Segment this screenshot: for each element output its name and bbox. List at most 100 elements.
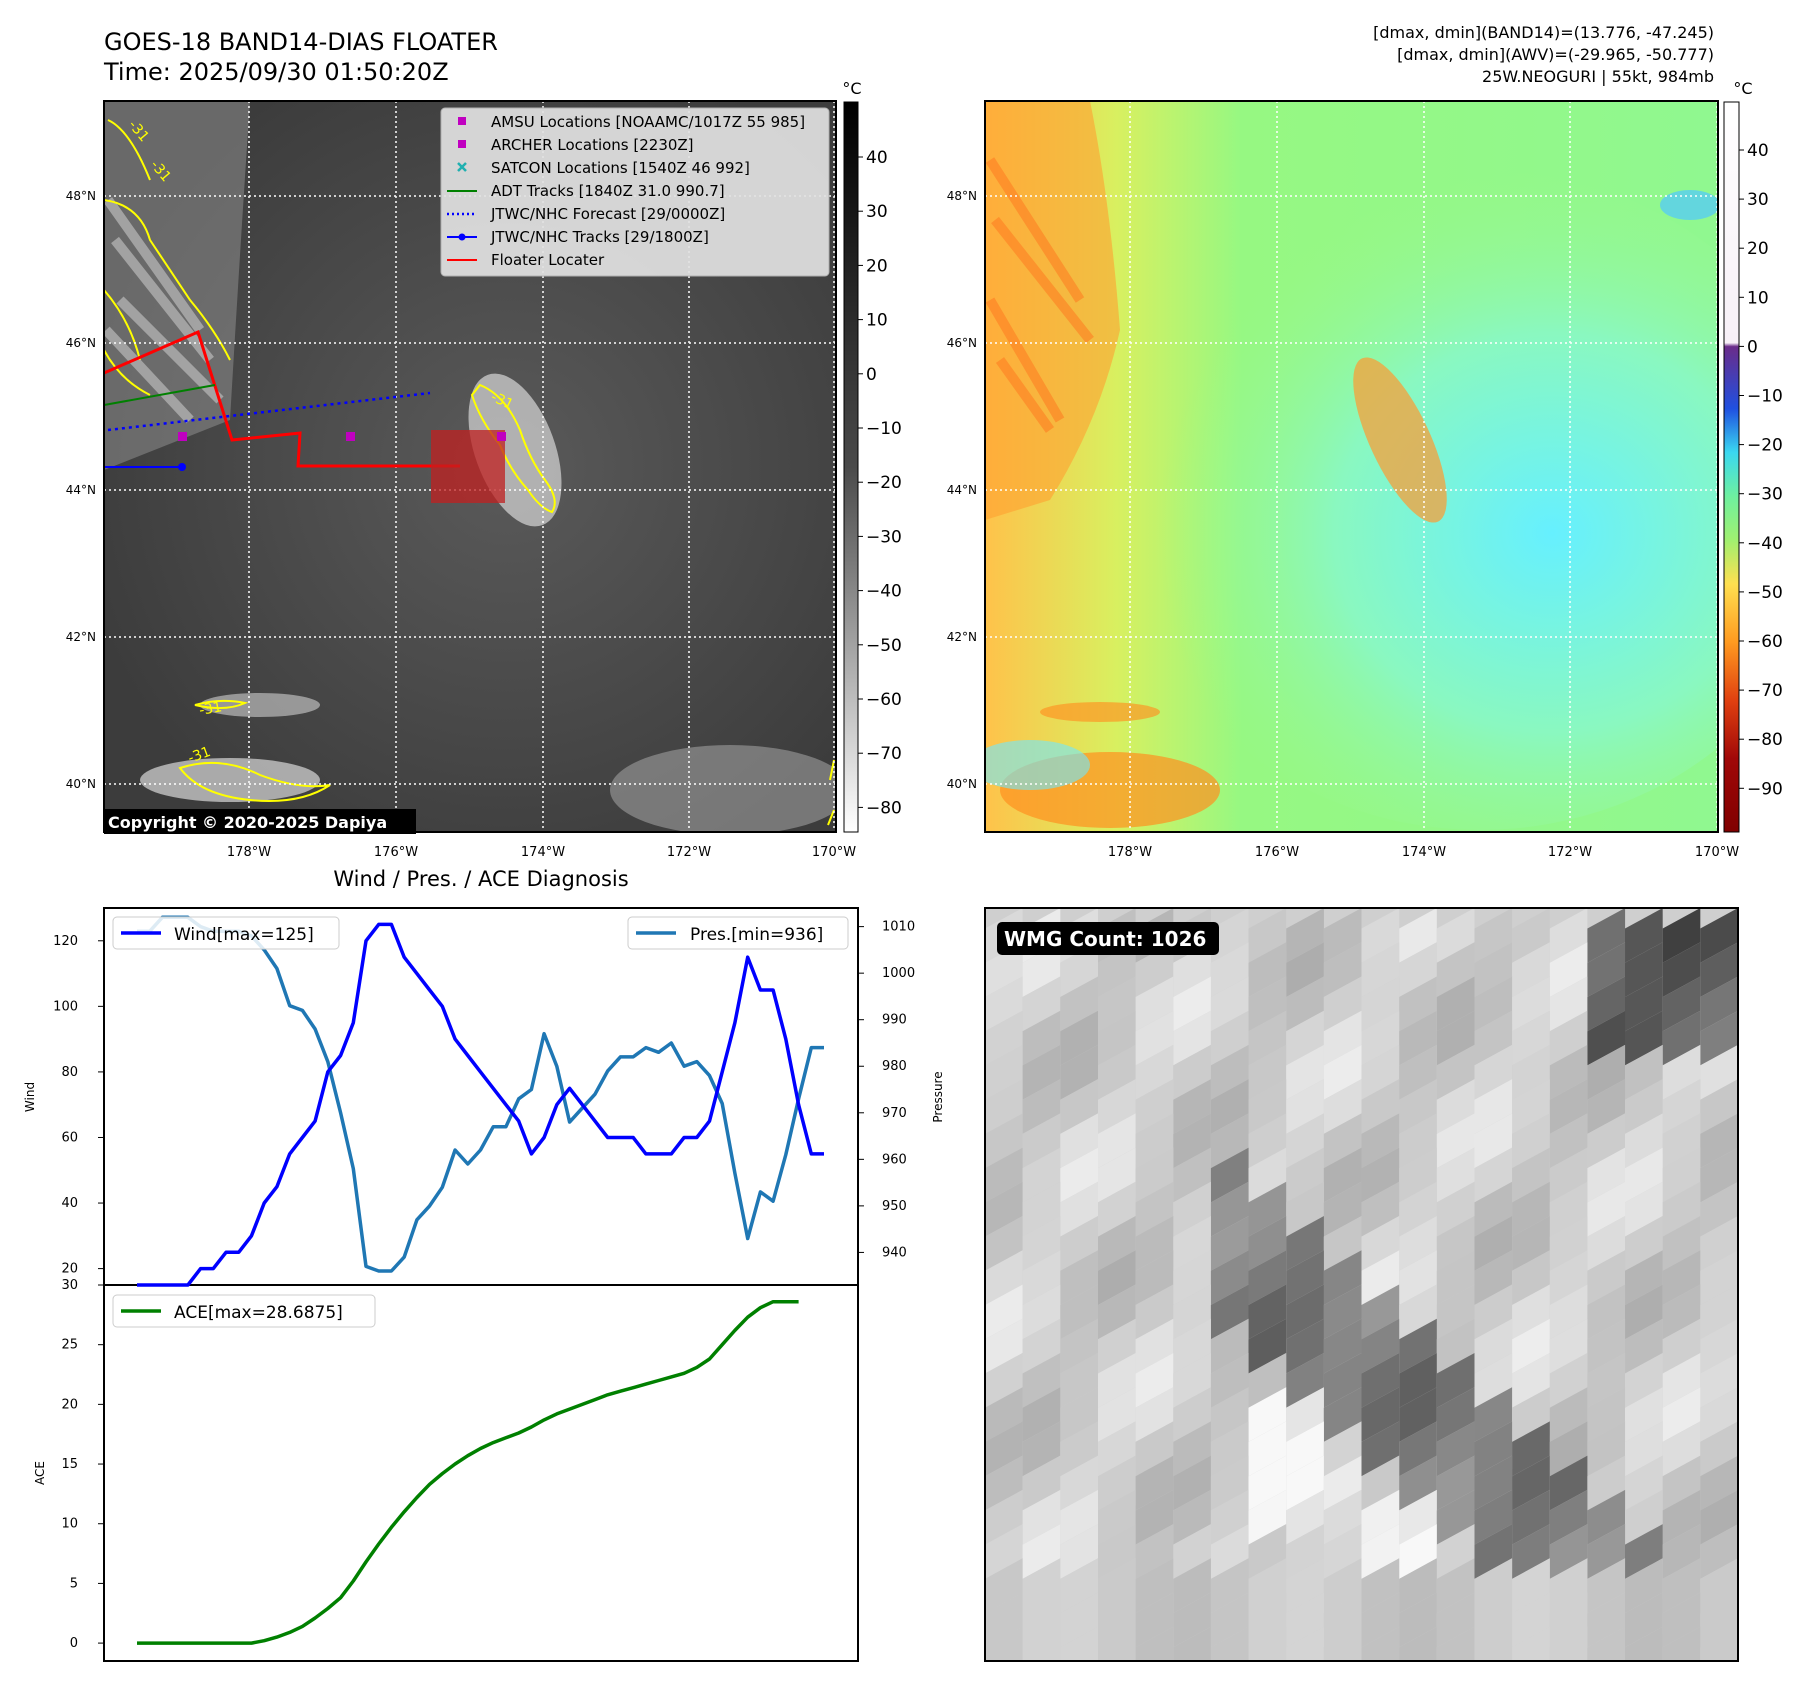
pressure-ylabel: Pressure: [931, 1071, 945, 1122]
wmg-cell: [1135, 1421, 1174, 1477]
wmg-cell: [1210, 1181, 1249, 1237]
wmg-cell: [1549, 908, 1588, 963]
wmg-cell: [1060, 1421, 1098, 1477]
ir-colorbar-tick-label: −80: [866, 798, 902, 818]
wmg-cell: [1060, 1626, 1098, 1661]
wmg-cell: [1210, 1216, 1249, 1271]
wmg-count-text: WMG Count: 1026: [1004, 927, 1206, 951]
wmg-cell: [1022, 1181, 1061, 1237]
wmg-cell: [1399, 1250, 1437, 1305]
wmg-cell: [1135, 1216, 1174, 1271]
wmg-cell: [1474, 1592, 1513, 1648]
wind-tick-label: 60: [61, 1130, 78, 1145]
wv-colorbar-tick-label: −60: [1747, 632, 1783, 652]
wmg-cell: [1512, 1592, 1550, 1648]
copyright-text: Copyright © 2020-2025 Dapiya: [108, 813, 387, 832]
wmg-cell: [1248, 1626, 1287, 1661]
wmg-cell: [1361, 1592, 1400, 1648]
wmg-cell: [1098, 1421, 1136, 1477]
wmg-cell: [1361, 1284, 1400, 1340]
wmg-cell: [1098, 1489, 1136, 1545]
wmg-cell: [1512, 1558, 1550, 1614]
wmg-cell: [1587, 942, 1626, 997]
wmg-cell: [1512, 1147, 1550, 1203]
wmg-cell: [1173, 1113, 1211, 1169]
wmg-cell: [1210, 1524, 1249, 1579]
wmg-cell: [1587, 1216, 1626, 1271]
wmg-cell: [1587, 1626, 1626, 1661]
wmg-cell: [1700, 1592, 1738, 1648]
lon-label: 172°W: [1548, 845, 1592, 860]
wmg-cell: [1436, 1558, 1475, 1614]
wmg-cell: [1210, 1284, 1249, 1340]
wmg-cell: [1587, 976, 1626, 1032]
wmg-cell: [1474, 1079, 1513, 1134]
wmg-cell: [1436, 1318, 1475, 1374]
wmg-cell: [985, 942, 1023, 997]
lat-label: 48°N: [66, 189, 96, 203]
copyright-background: [104, 809, 416, 834]
wmg-cell: [1060, 1455, 1098, 1511]
wmg-cell: [1361, 1421, 1400, 1477]
wmg-cell: [1436, 1181, 1475, 1237]
wmg-cell: [1210, 1353, 1249, 1408]
info-awv: [dmax, dmin](AWV)=(-29.965, -50.777): [1397, 45, 1714, 64]
wmg-cell: [1662, 942, 1701, 997]
wmg-cell: [1323, 1010, 1362, 1066]
wmg-cell: [1399, 1079, 1437, 1134]
wmg-cell: [1399, 1421, 1437, 1477]
wmg-cell: [1549, 1181, 1588, 1237]
wmg-cell: [1436, 1353, 1475, 1408]
wmg-cell: [1662, 1147, 1701, 1203]
wmg-cell: [1662, 1353, 1701, 1408]
wmg-cell: [1323, 976, 1362, 1032]
ir-colorbar-tick-label: −70: [866, 744, 902, 764]
wmg-cell: [1549, 1010, 1588, 1066]
wmg-cell: [1022, 1421, 1061, 1477]
wind-y-axis: 20 40 60 80 100 120: [53, 934, 104, 1277]
wmg-cell: [985, 1318, 1023, 1374]
wmg-cell: [1022, 1147, 1061, 1203]
ir-colorbar-tick-label: −40: [866, 582, 902, 602]
wmg-cell: [1474, 1626, 1513, 1661]
lon-label: 176°W: [1255, 845, 1299, 860]
wv-colorbar: °C 40 30 20 10 0 −10 −20 −30 −40 −50 −60 −70 −80 −90: [1723, 79, 1783, 833]
wmg-cell: [1135, 1524, 1174, 1579]
wmg-cell: [1399, 1524, 1437, 1579]
wmg-cell: [1700, 1421, 1738, 1477]
wmg-cell: [1587, 1044, 1626, 1100]
wmg-cell: [1587, 1592, 1626, 1648]
wmg-cell: [1361, 1216, 1400, 1271]
wmg-cell: [1662, 1318, 1701, 1374]
info-storm: 25W.NEOGURI | 55kt, 984mb: [1482, 67, 1714, 86]
wind-tick-label: 80: [61, 1065, 78, 1080]
wmg-cell: [1361, 1181, 1400, 1237]
wmg-cell: [1286, 1010, 1324, 1066]
wmg-cell: [1662, 1284, 1701, 1340]
wmg-cell: [1399, 1010, 1437, 1066]
wmg-cell: [1135, 1387, 1174, 1442]
legend-marker-square: [458, 117, 466, 125]
wmg-cell: [1549, 1421, 1588, 1477]
lat-label: 44°N: [947, 483, 977, 497]
wmg-cell: [1135, 1147, 1174, 1203]
wmg-cell: [1625, 1216, 1663, 1271]
lat-label: 46°N: [947, 336, 977, 350]
wmg-cell: [1700, 908, 1738, 963]
wmg-image: [985, 908, 1738, 1661]
ace-tick-label: 5: [70, 1576, 78, 1591]
wmg-cell: [1512, 1626, 1550, 1661]
wind-series-line: [137, 922, 824, 1287]
wmg-cell: [1022, 1216, 1061, 1271]
wmg-cell: [1474, 1558, 1513, 1614]
wmg-cell: [1436, 1592, 1475, 1648]
wmg-cell: [1286, 1284, 1324, 1340]
legend-label: ADT Tracks [1840Z 31.0 990.7]: [491, 182, 725, 200]
map-legend-item: JTWC/NHC Forecast [29/0000Z]: [447, 205, 725, 223]
wmg-cell: [1361, 1044, 1400, 1100]
wmg-cell: [1399, 1455, 1437, 1511]
legend-marker-square: [458, 140, 466, 148]
wmg-cell: [1060, 1318, 1098, 1374]
wmg-cell: [1173, 1181, 1211, 1237]
wmg-cell: [1361, 1455, 1400, 1511]
